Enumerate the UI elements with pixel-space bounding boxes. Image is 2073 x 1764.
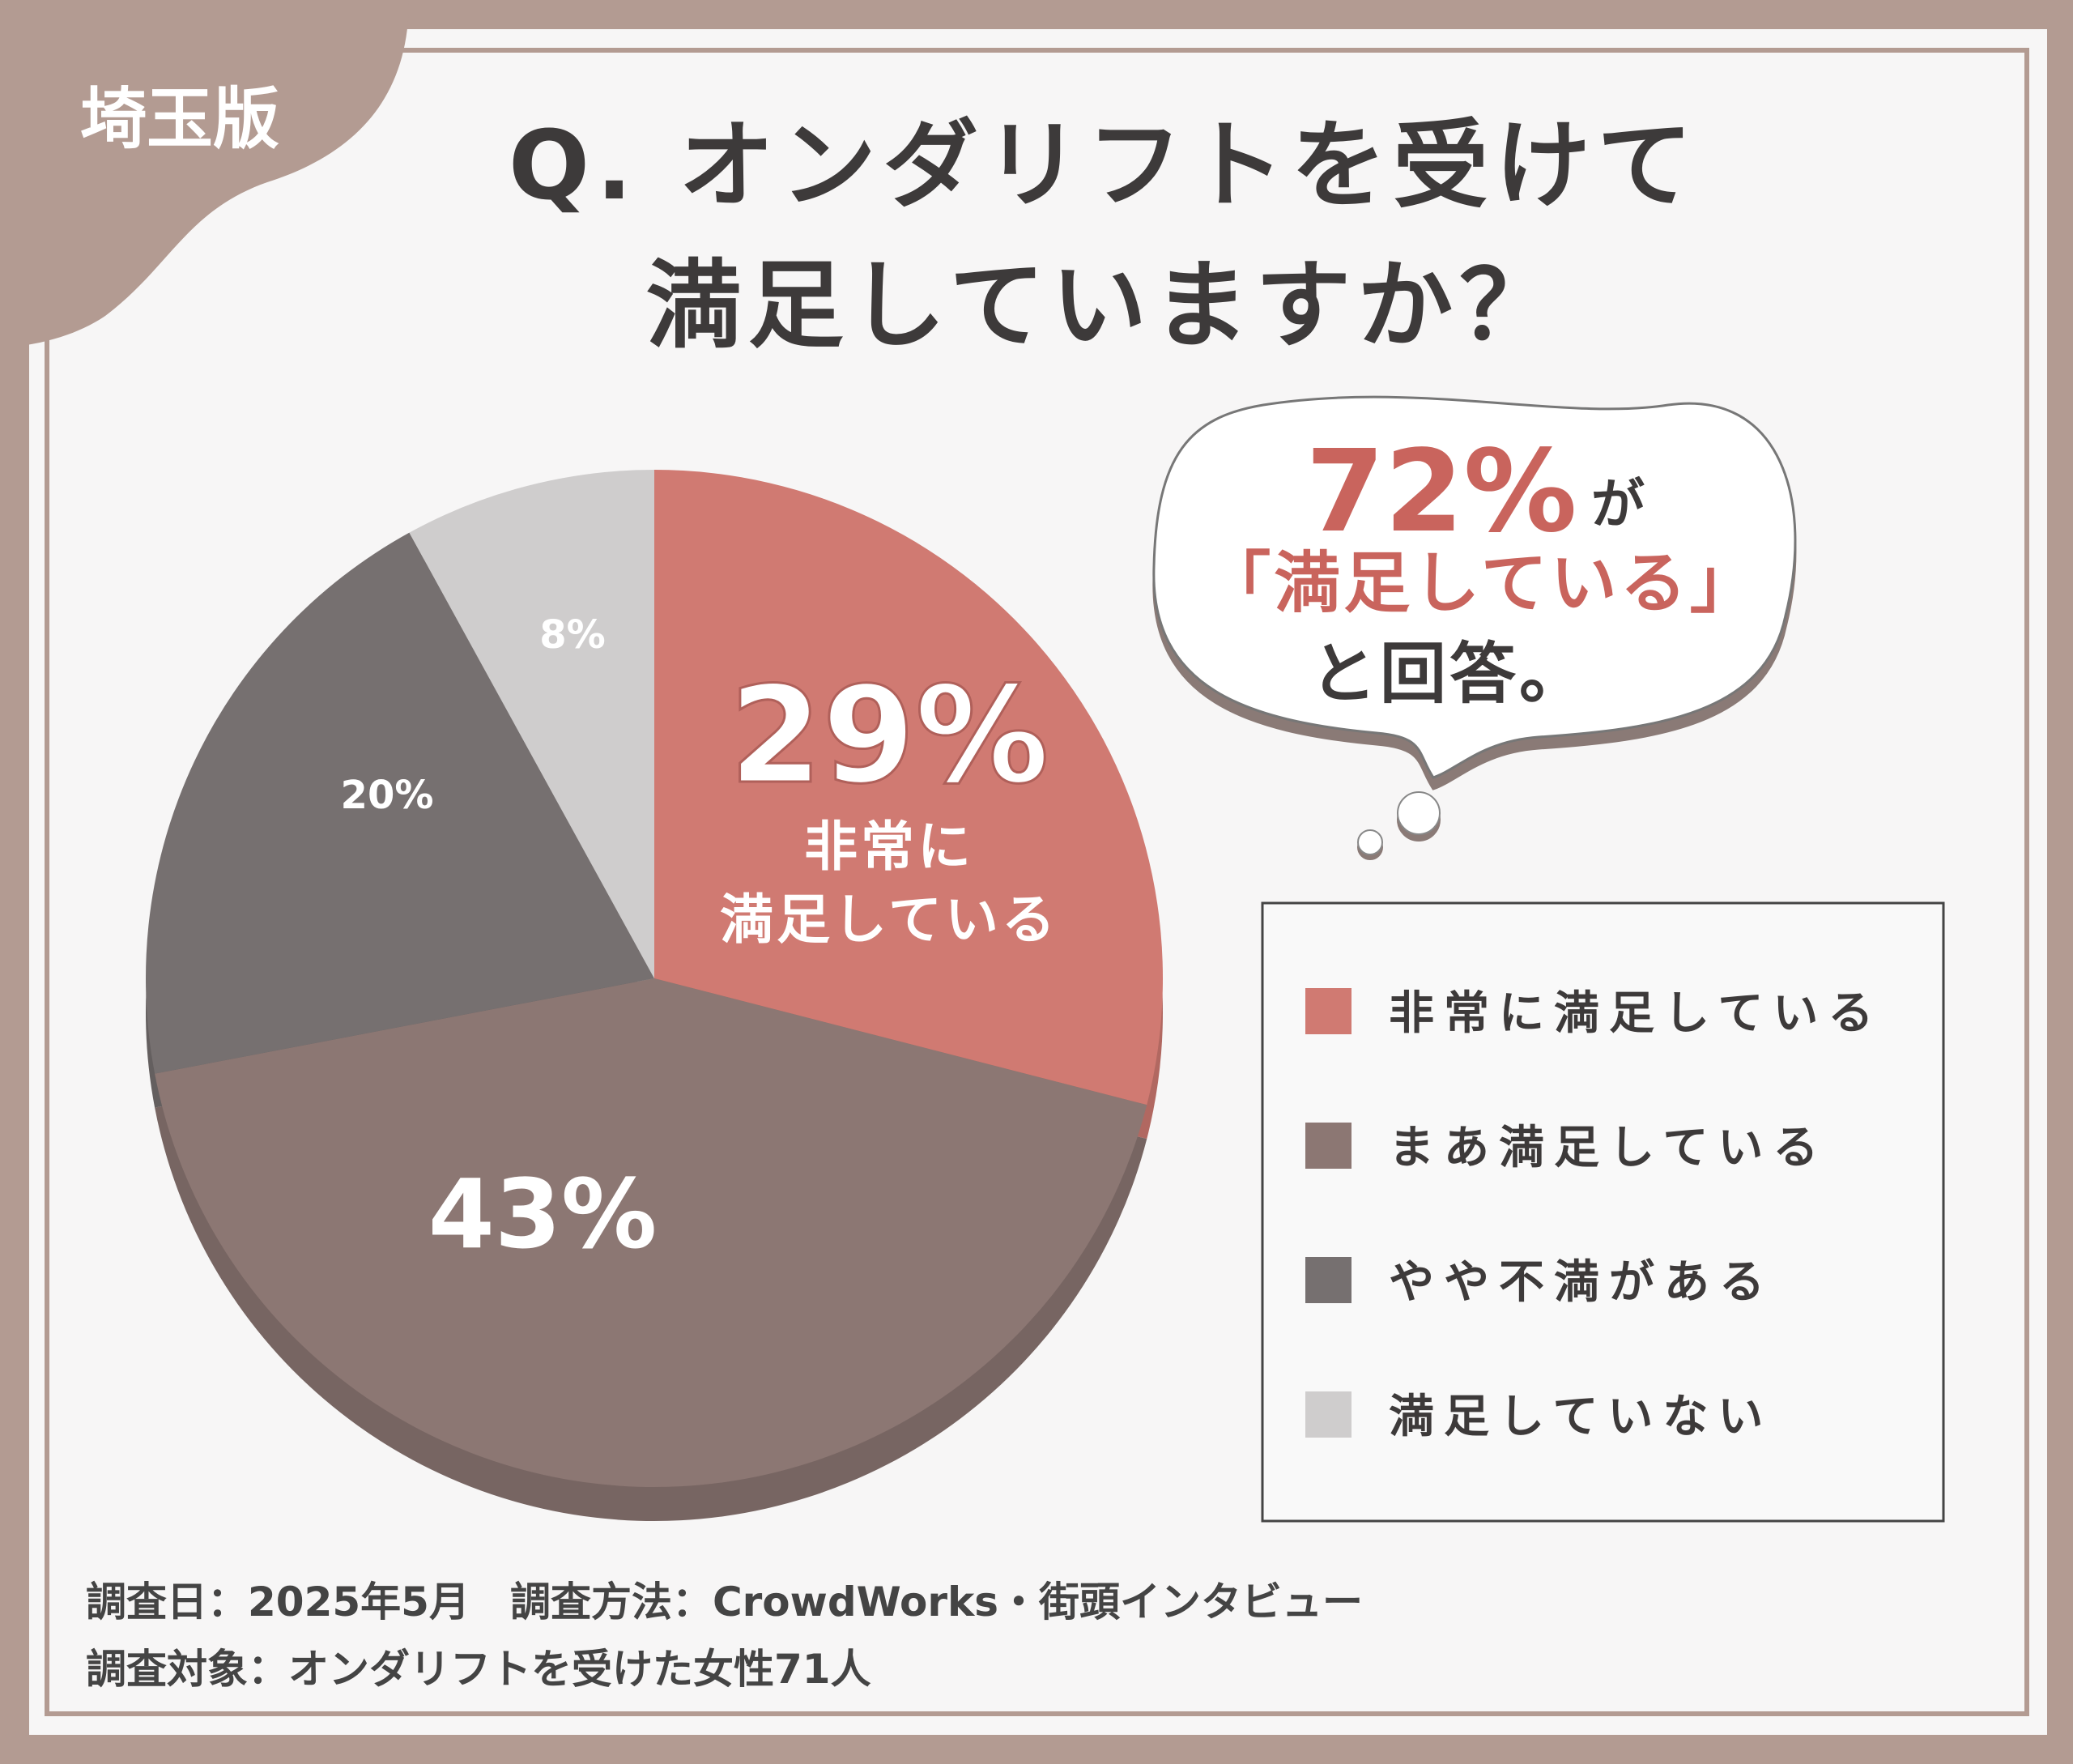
legend-item-not: 満足していない xyxy=(1305,1391,1773,1443)
bubble-ga: が xyxy=(1591,473,1645,535)
title-line1: Q. オンダリフトを受けて xyxy=(509,109,1699,221)
legend-label: やや不満がある xyxy=(1389,1256,1774,1309)
legend-box xyxy=(1261,901,1945,1523)
pie-slice-4 xyxy=(409,470,654,978)
bubble-answer: と回答。 xyxy=(1310,636,1589,713)
pie-slice-2 xyxy=(155,978,1147,1488)
pie-chart xyxy=(145,470,1164,1488)
slice-label-very: 29% xyxy=(730,658,1049,813)
slice-label-dissatisfied: 20% xyxy=(341,773,434,818)
legend-swatch xyxy=(1305,1257,1351,1303)
region-tag: 埼玉版 xyxy=(80,81,279,158)
legend-item-somewhat: まあ満足している xyxy=(1305,1122,1828,1174)
corner-tag xyxy=(0,0,409,348)
survey-info-line1: 調査日：2025年5月 調査方法：CrowdWorks・街頭インタビュー xyxy=(86,1579,1363,1626)
title-line2: 満足していますか？ xyxy=(646,249,1561,361)
legend-swatch xyxy=(1305,988,1351,1034)
pie-slice-1 xyxy=(654,470,1164,1106)
speech-bubble xyxy=(1152,395,1797,855)
slice-label-not: 8% xyxy=(539,612,606,658)
legend-swatch xyxy=(1305,1123,1351,1169)
legend-label: 満足していない xyxy=(1389,1391,1773,1443)
bubble-percent: 72% xyxy=(1305,426,1577,558)
inner-border xyxy=(45,48,2029,1716)
legend-swatch xyxy=(1305,1391,1351,1438)
survey-info-line2: 調査対象：オンダリフトを受けた女性71人 xyxy=(86,1646,871,1693)
legend-item-very: 非常に満足している xyxy=(1305,987,1883,1040)
legend-item-dissatisfied: やや不満がある xyxy=(1305,1256,1774,1309)
pie-labels: 29% 非常に 満足している 43% 20% 8% xyxy=(341,612,1058,1270)
slice-sublabel-very-2: 満足している xyxy=(720,888,1058,951)
legend-label: 非常に満足している xyxy=(1389,987,1883,1040)
pie-slice-3 xyxy=(145,532,654,1074)
bubble-quote: 「満足している」 xyxy=(1204,545,1760,622)
legend-label: まあ満足している xyxy=(1389,1122,1828,1174)
slice-label-somewhat: 43% xyxy=(428,1158,657,1270)
slice-sublabel-very-1: 非常に xyxy=(804,816,974,878)
